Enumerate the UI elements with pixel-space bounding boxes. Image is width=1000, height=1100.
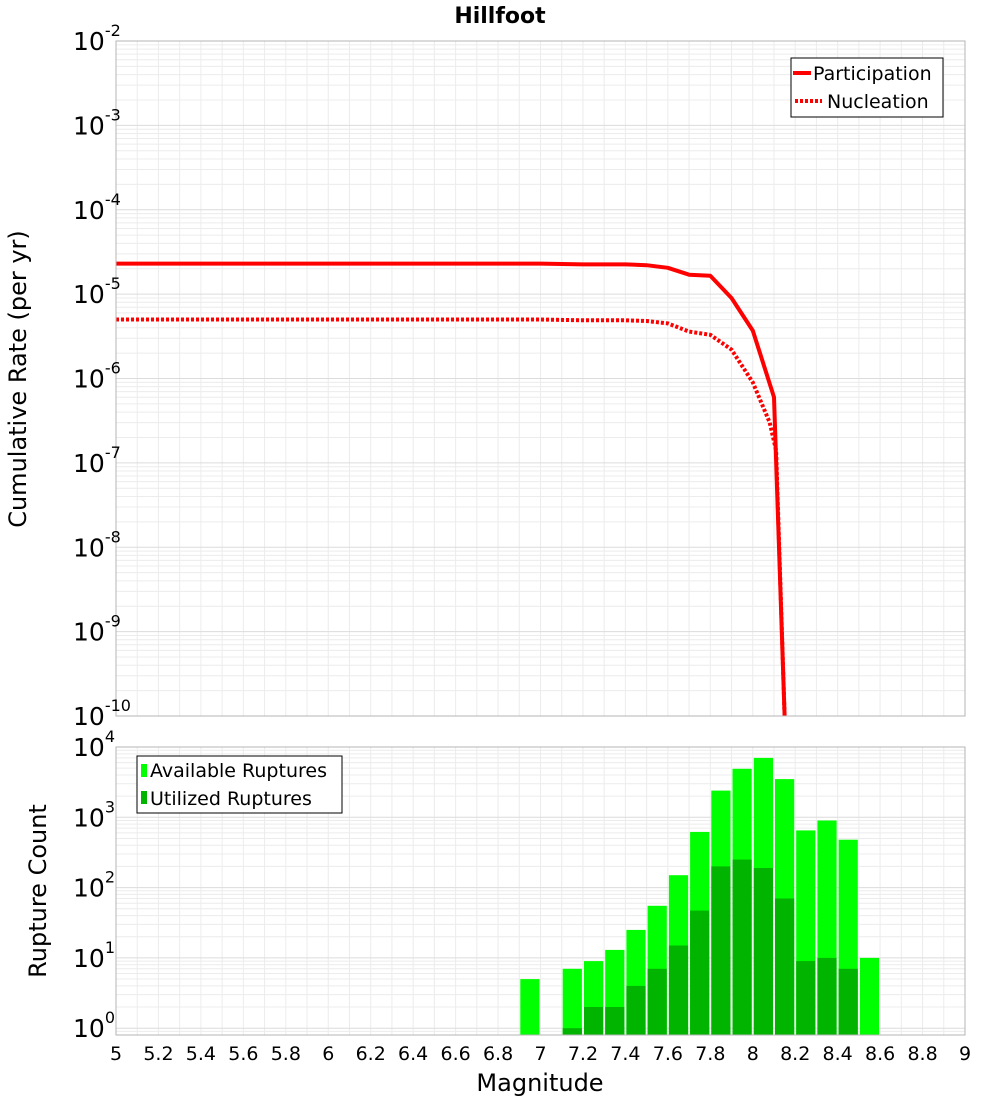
- y-tick-label: 10-10: [73, 696, 131, 731]
- rate-legend: Participation Nucleation: [790, 57, 944, 118]
- x-ticks: 5 5.2 5.4 5.6 5.8 6 6.2 6.4 6.6 6.8 7 7.2 7.4 7.6 7.8 8…: [110, 1043, 971, 1065]
- x-tick-label: 6.6: [440, 1043, 470, 1065]
- x-tick-label: 7.8: [695, 1043, 725, 1065]
- x-tick-label: 8.6: [865, 1043, 895, 1065]
- x-tick-label: 6.8: [483, 1043, 513, 1065]
- x-tick-label: 6.4: [398, 1043, 428, 1065]
- utilized-bar: [605, 1007, 625, 1035]
- utilized-bar: [711, 866, 731, 1035]
- rupture-legend: Available Ruptures Utilized Ruptures: [136, 755, 343, 814]
- utilized-bar: [668, 945, 689, 1035]
- y-tick-label: 10-7: [73, 443, 121, 478]
- y-tick-label: 10-8: [73, 527, 121, 562]
- x-tick-label: 5.6: [228, 1043, 258, 1065]
- utilized-bar: [732, 859, 752, 1035]
- x-tick-label: 6.2: [356, 1043, 386, 1065]
- legend-participation-label: Participation: [813, 63, 932, 85]
- series-line-participation: [116, 261, 787, 717]
- y-tick-label: 101: [73, 938, 115, 973]
- y-tick-label: 10-2: [73, 21, 121, 56]
- rupture-y-axis-label: Rupture Count: [24, 804, 52, 978]
- rate-plot-border: [115, 40, 966, 717]
- y-tick-label: 102: [73, 868, 115, 903]
- available-bar: [562, 968, 582, 1035]
- utilized-bar: [796, 961, 816, 1035]
- rate-series: [116, 261, 787, 717]
- x-tick-label: 7.6: [653, 1043, 683, 1065]
- rupture-bars: [520, 757, 880, 1035]
- x-tick-label: 9: [959, 1043, 971, 1065]
- x-tick-label: 5.8: [271, 1043, 301, 1065]
- x-tick-label: 5.2: [143, 1043, 173, 1065]
- y-tick-label: 10-4: [73, 190, 121, 225]
- legend-utilized-swatch: [141, 791, 147, 804]
- utilized-bar: [817, 957, 837, 1035]
- y-tick-label: 10-5: [73, 274, 121, 309]
- utilized-bar: [690, 910, 710, 1035]
- legend-nucleation-label: Nucleation: [827, 91, 929, 113]
- y-tick-label: 10-3: [73, 105, 121, 140]
- x-tick-label: 8.4: [823, 1043, 853, 1065]
- legend-utilized-label: Utilized Ruptures: [150, 788, 312, 810]
- x-tick-label: 8.2: [780, 1043, 810, 1065]
- x-tick-label: 6: [322, 1043, 334, 1065]
- rate-legend-box: [790, 57, 944, 118]
- x-tick-label: 7.2: [568, 1043, 598, 1065]
- chart-title: Hillfoot: [454, 4, 546, 29]
- x-axis-label: Magnitude: [476, 1069, 603, 1097]
- rate-grid: [115, 41, 966, 717]
- rate-y-axis-label: Cumulative Rate (per yr): [4, 230, 32, 528]
- rupture-legend-box: [136, 755, 343, 814]
- x-tick-label: 8: [747, 1043, 759, 1065]
- available-bar: [859, 957, 880, 1035]
- legend-available-label: Available Ruptures: [150, 760, 327, 782]
- rupture-y-ticks: 100 101 102 103 104: [73, 727, 115, 1043]
- utilized-bar: [647, 968, 667, 1035]
- y-tick-label: 10-9: [73, 612, 121, 647]
- rate-plot: 10-10 10-9 10-8 10-7 10-6 10-5 10-4 10-3 10-2 Cu…: [4, 21, 966, 731]
- x-tick-label: 5: [110, 1043, 122, 1065]
- series-line-nucleation: [116, 317, 787, 717]
- y-tick-label: 103: [73, 797, 115, 832]
- utilized-bar: [753, 868, 773, 1035]
- available-bar: [520, 979, 540, 1035]
- rate-y-ticks: 10-10 10-9 10-8 10-7 10-6 10-5 10-4 10-3 10-2: [73, 21, 131, 731]
- utilized-bar: [584, 1007, 604, 1035]
- utilized-bar: [838, 968, 858, 1035]
- rupture-plot-border: [115, 746, 966, 1036]
- rupture-plot: 100 101 102 103 104 5 5.2 5.4 5.6 5.8 6 6.2 6.4 6.6 6…: [24, 727, 971, 1097]
- x-tick-label: 5.4: [186, 1043, 216, 1065]
- utilized-bar: [775, 898, 795, 1035]
- utilized-bar: [562, 1028, 582, 1035]
- x-tick-label: 7: [534, 1043, 546, 1065]
- y-tick-label: 104: [73, 727, 115, 762]
- y-tick-label: 10-6: [73, 359, 121, 394]
- x-tick-label: 8.8: [907, 1043, 937, 1065]
- x-tick-label: 7.4: [610, 1043, 640, 1065]
- utilized-bar: [626, 985, 646, 1035]
- legend-available-swatch: [141, 764, 147, 777]
- y-tick-label: 100: [73, 1008, 115, 1043]
